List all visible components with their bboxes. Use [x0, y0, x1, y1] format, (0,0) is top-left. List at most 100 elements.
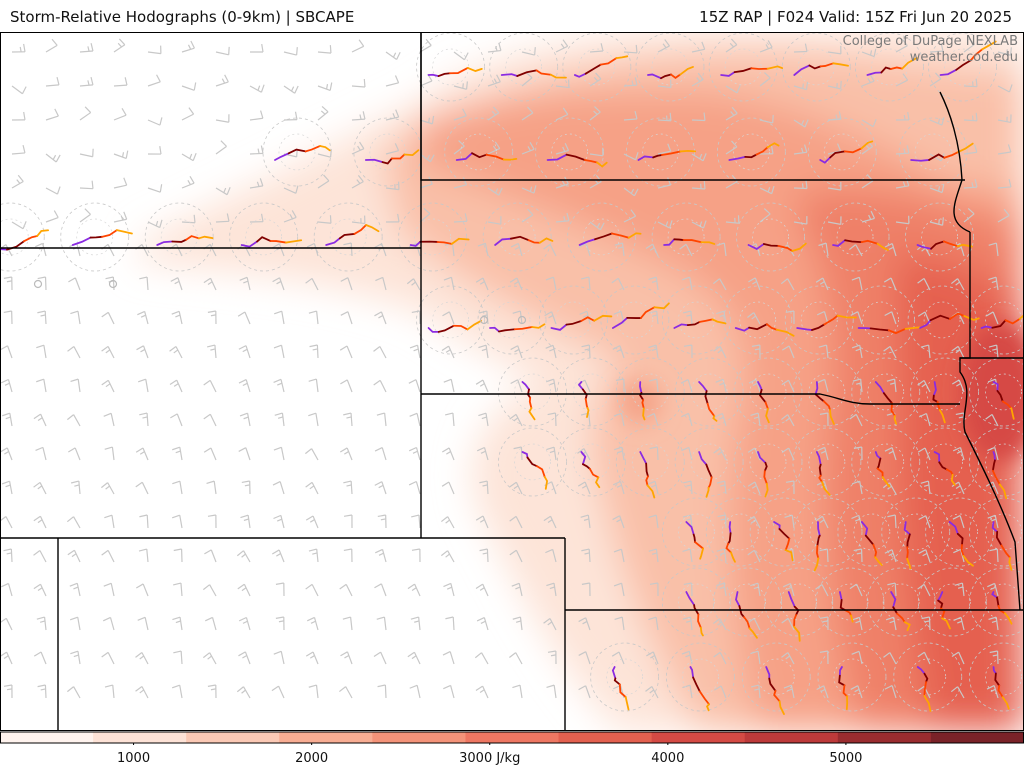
wind-barb — [377, 514, 387, 529]
wind-barb — [35, 446, 47, 461]
state-borders — [0, 32, 1024, 731]
wind-barb — [385, 143, 400, 155]
wind-barb — [11, 111, 26, 121]
wind-barb — [691, 153, 707, 162]
wind-barb — [0, 651, 13, 665]
hodograph-layer-4 — [793, 625, 801, 642]
hodograph-layer-1 — [685, 521, 695, 536]
wind-barb — [101, 651, 115, 665]
hodograph-layer-1 — [948, 521, 959, 535]
wind-barb — [249, 213, 264, 223]
wind-barb — [36, 378, 47, 393]
wind-barb — [861, 48, 877, 58]
hodograph-layer-2 — [733, 67, 753, 74]
wind-barb — [215, 213, 230, 223]
wind-barb — [441, 345, 455, 359]
wind-barb — [317, 215, 332, 224]
range-ring — [651, 202, 721, 272]
wind-barb — [45, 108, 59, 121]
hodograph-layer-3 — [185, 235, 200, 241]
wind-barb — [920, 480, 931, 495]
hodograph-layer-4 — [466, 67, 483, 72]
wind-barb — [997, 47, 1012, 56]
range-ring — [736, 202, 805, 272]
hodograph — [725, 521, 736, 563]
hodograph-layer-2 — [581, 388, 588, 400]
hodograph-layer-2 — [956, 532, 964, 546]
wind-barb — [645, 686, 659, 699]
wind-barb — [478, 412, 489, 427]
wind-barb — [409, 684, 421, 699]
map-panel[interactable] — [0, 32, 1024, 731]
wind-barb — [442, 311, 455, 325]
wind-barb — [657, 79, 672, 89]
wind-barb — [547, 650, 557, 665]
hodograph-layer-2 — [704, 390, 709, 405]
hodograph-layer-4 — [874, 556, 883, 566]
wind-barb — [680, 379, 693, 393]
wind-barb — [479, 480, 489, 495]
wind-barb — [202, 584, 217, 597]
hodograph-layer-1 — [573, 72, 587, 78]
hodograph-layer-1 — [814, 381, 819, 396]
wind-barb — [487, 141, 501, 155]
wind-barb — [509, 481, 523, 495]
hodograph-layer-3 — [872, 543, 878, 559]
hodograph-layer-1 — [916, 244, 932, 250]
hodograph-layer-4 — [784, 549, 794, 562]
wind-barb — [181, 82, 197, 91]
hodograph-layer-3 — [660, 150, 682, 156]
hodograph-layer-1 — [409, 240, 422, 247]
hodograph-layer-4 — [595, 476, 601, 489]
wind-barb — [66, 516, 81, 529]
range-ring — [535, 117, 604, 187]
range-ring — [635, 32, 705, 102]
range-ring — [661, 567, 731, 637]
hodograph — [874, 451, 891, 488]
wind-barb — [343, 514, 353, 529]
hodograph — [857, 326, 921, 335]
hodograph-layer-2 — [613, 677, 621, 686]
hodograph — [647, 66, 694, 80]
wind-barb — [272, 481, 285, 495]
hodograph-layer-2 — [882, 392, 893, 405]
wind-barb — [351, 215, 366, 225]
wind-barb — [682, 616, 693, 631]
hodograph — [832, 239, 889, 251]
hodograph — [685, 591, 704, 637]
wind-barb — [238, 651, 251, 665]
range-ring — [0, 202, 45, 272]
hodograph-layer-1 — [578, 238, 596, 246]
hodograph-layer-4 — [538, 237, 554, 244]
hodograph-layer-1 — [500, 73, 519, 77]
wind-barb — [851, 344, 863, 359]
hodograph-layer-1 — [364, 158, 384, 164]
wind-barb — [475, 515, 489, 529]
sbcape-colorbar — [0, 731, 1024, 745]
wind-barb — [419, 115, 435, 125]
hodograph-layer-4 — [466, 319, 483, 331]
range-ring — [851, 427, 921, 497]
wind-barb — [555, 142, 570, 155]
wind-barb — [793, 144, 808, 155]
hodograph-layer-1 — [932, 381, 937, 397]
hodograph-layer-1 — [793, 64, 811, 76]
hodograph-layer-3 — [1004, 317, 1021, 325]
wind-barb — [11, 145, 26, 155]
hodograph-layer-2 — [838, 674, 846, 687]
hodograph — [494, 235, 554, 246]
wind-barb — [475, 583, 489, 597]
hodograph — [637, 149, 697, 161]
wind-barb — [819, 548, 829, 563]
colorbar-swatch — [651, 732, 746, 743]
wind-barb — [987, 582, 999, 597]
wind-barb — [817, 378, 829, 393]
range-ring — [489, 32, 559, 102]
hodograph — [937, 591, 951, 630]
range-ring — [792, 357, 862, 427]
wind-barb — [521, 142, 535, 155]
hodograph — [793, 62, 849, 76]
hodograph — [991, 521, 1013, 571]
wind-barb — [887, 582, 897, 597]
hodograph-layer-4 — [624, 696, 630, 711]
